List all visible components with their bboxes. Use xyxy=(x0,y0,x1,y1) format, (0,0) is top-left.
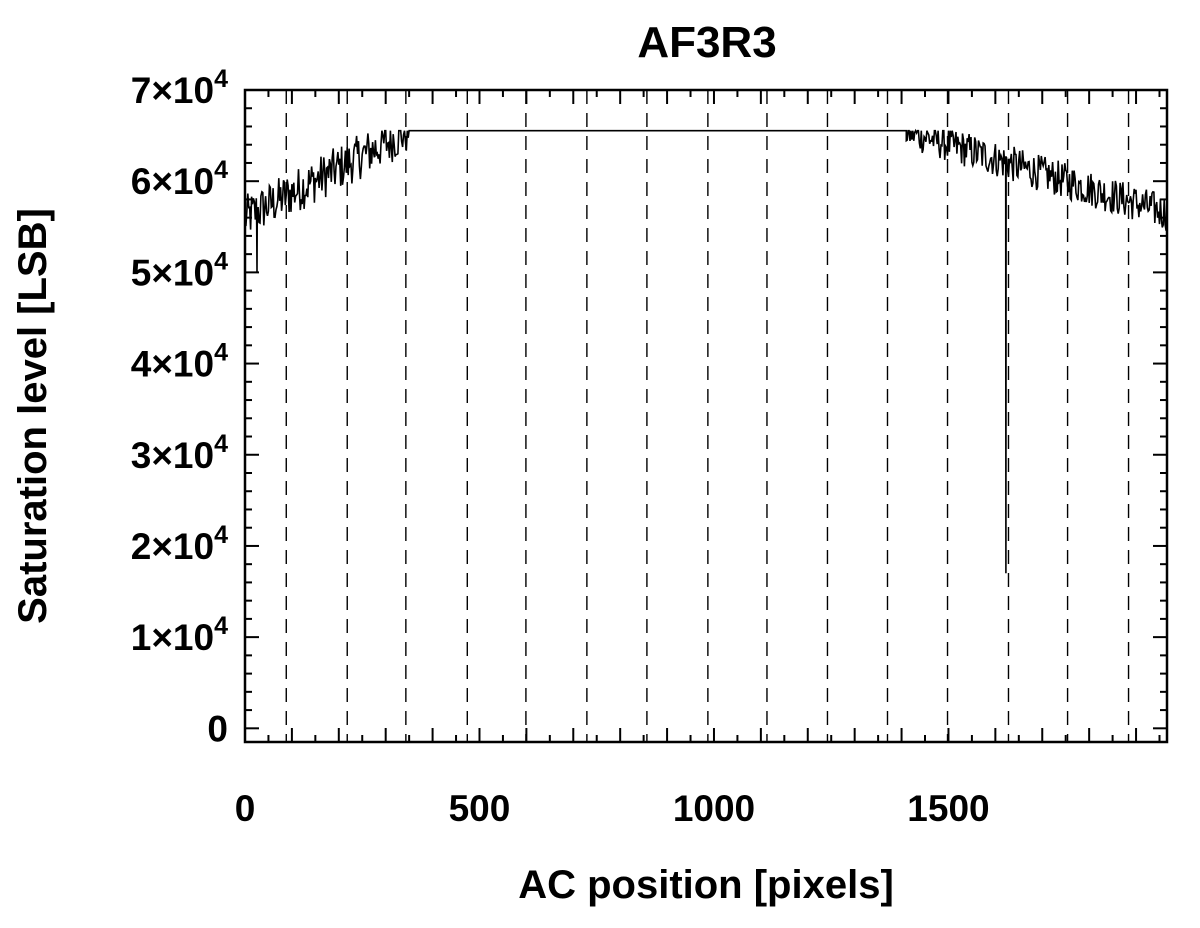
x-tick-label-0: 0 xyxy=(235,788,256,829)
x-axis: 0 500 1000 1500 xyxy=(235,90,1161,829)
y-tick-label-30000: 3×104 xyxy=(131,430,228,476)
y-axis: 0 1×104 2×104 3×104 4×104 5×104 6×104 7×104 xyxy=(131,65,1167,749)
y-axis-label: Saturation level [LSB] xyxy=(11,208,55,624)
y-tick-label-40000: 4×104 xyxy=(131,339,228,385)
y-tick-label-70000: 7×104 xyxy=(131,65,228,111)
y-tick-label-20000: 2×104 xyxy=(131,521,228,567)
vertical-dashed-lines xyxy=(285,90,1130,742)
x-tick-label-1500: 1500 xyxy=(907,788,989,829)
y-tick-label-10000: 1×104 xyxy=(131,612,228,658)
x-tick-label-500: 500 xyxy=(449,788,511,829)
plot-frame xyxy=(243,88,1169,744)
y-tick-label-60000: 6×104 xyxy=(131,156,228,202)
data-series xyxy=(244,128,1168,574)
chart-title: AF3R3 xyxy=(637,18,776,67)
x-tick-label-1000: 1000 xyxy=(673,788,755,829)
series-line-saturation xyxy=(244,128,1168,574)
y-tick-label-50000: 5×104 xyxy=(131,247,228,293)
x-axis-label: AC position [pixels] xyxy=(518,863,894,907)
y-tick-label-0: 0 xyxy=(207,708,228,749)
